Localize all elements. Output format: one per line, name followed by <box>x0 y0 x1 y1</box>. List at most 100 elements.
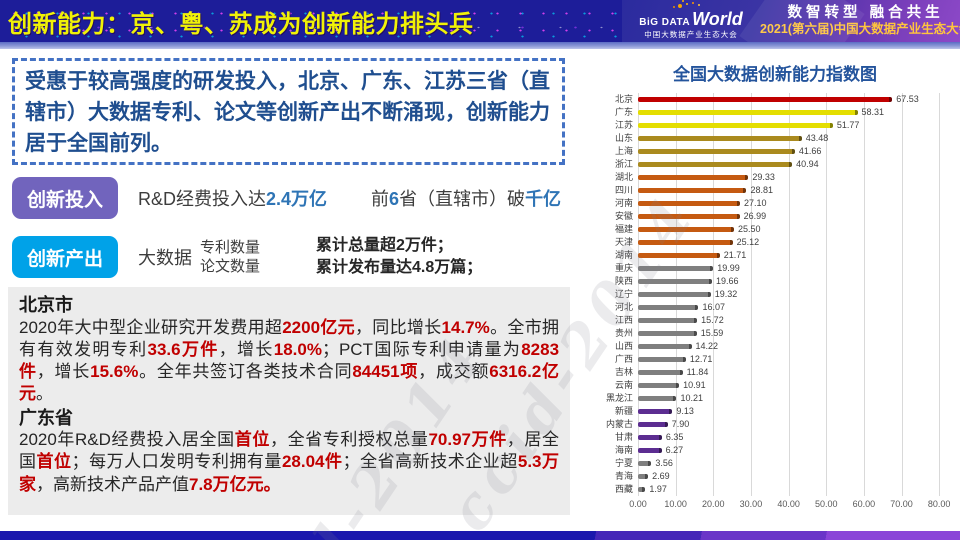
index-bar <box>638 188 747 193</box>
chart-row: 吉林 11.84 <box>615 366 958 379</box>
highlight-value: 8283件 <box>19 339 560 381</box>
output-results: 累计总量超2万件； 累计发布量达4.8万篇； <box>316 235 482 278</box>
index-value: 6.35 <box>665 432 684 442</box>
logo-subtitle: 中国大数据产业生态大会 <box>644 30 738 40</box>
province-label: 甘肃 <box>614 432 633 442</box>
chart-row: 山东 43.48 <box>615 132 958 145</box>
province-label: 上海 <box>614 146 633 156</box>
chart-row: 浙江 40.94 <box>615 158 958 171</box>
index-value: 15.72 <box>701 315 724 325</box>
province-label: 青海 <box>614 471 633 481</box>
text-segment: ，高新技术产品产值 <box>36 474 189 494</box>
province-label: 山西 <box>614 341 633 351</box>
index-value: 10.21 <box>680 393 703 403</box>
x-axis-tick: 80.00 <box>927 499 951 509</box>
x-axis-tick: 20.00 <box>702 499 725 509</box>
index-value: 2.69 <box>652 471 670 481</box>
index-value: 29.33 <box>752 172 775 182</box>
index-value: 67.53 <box>896 94 919 104</box>
province-label: 黑龙江 <box>605 393 633 403</box>
index-bar <box>638 227 734 232</box>
chart-row: 黑龙江 10.21 <box>606 392 958 405</box>
province-label: 辽宁 <box>614 289 633 299</box>
index-value: 3.56 <box>655 458 673 468</box>
output-types: 专利数量 论文数量 <box>200 238 260 277</box>
highlight-value: 14.7% <box>441 317 490 337</box>
chart-row: 北京 67.53 <box>615 93 958 106</box>
province-label: 江苏 <box>614 120 633 130</box>
chart-row: 四川 28.81 <box>615 184 958 197</box>
chart-plot-area: 北京 67.53 广东 58.31 江苏 51.77 山东 43.48 上海 41.66 浙江 40.… <box>606 93 958 496</box>
banner-text: 数智转型 融合共生 2021(第六届)中国大数据产业生态大会 <box>760 4 960 38</box>
index-bar <box>638 435 662 440</box>
chart-row: 云南 10.91 <box>615 379 958 392</box>
index-bar <box>638 149 795 154</box>
index-value: 21.71 <box>723 250 747 260</box>
province-detail-box: 北京市 2020年大中型企业研究开发费用超2200亿元，同比增长14.7%。全市… <box>8 287 570 515</box>
index-bar <box>638 383 680 388</box>
x-axis-tick: 70.00 <box>890 499 913 509</box>
province-label: 河北 <box>614 302 633 312</box>
province-label: 福建 <box>614 224 633 234</box>
index-bar <box>638 448 662 453</box>
province-label: 湖南 <box>614 250 633 260</box>
logo-text: BiG DATA World <box>632 10 750 29</box>
highlight-value: 6 <box>389 189 400 209</box>
index-value: 14.22 <box>695 341 719 351</box>
innovation-input-badge: 创新投入 <box>12 177 118 219</box>
banner-conference: 2021(第六届)中国大数据产业生态大会 <box>760 22 960 37</box>
index-bar <box>638 240 733 245</box>
chart-x-axis: 0.00 10.00 20.00 30.00 40.00 50.00 60.00 70.00 8… <box>629 499 958 513</box>
highlight-value: 70.97万件 <box>428 430 507 450</box>
highlight-value: 首位 <box>36 452 72 472</box>
chart-row: 宁夏 3.56 <box>615 457 958 470</box>
highlight-value: 84451项 <box>352 361 419 381</box>
province-label: 贵州 <box>614 328 633 338</box>
highlight-value: 18.0% <box>273 339 322 359</box>
province-label: 河南 <box>614 198 633 208</box>
index-bar <box>638 136 802 141</box>
highlight-value: 33.6万件 <box>147 339 219 359</box>
index-bar <box>638 331 697 336</box>
index-value: 6.27 <box>665 445 684 455</box>
chart-row: 河北 16.07 <box>615 301 958 314</box>
chart-row: 天津 25.12 <box>615 236 958 249</box>
province-label: 湖北 <box>614 172 633 182</box>
footer-strip <box>0 531 960 540</box>
text-segment: 。全年共签订各类技术合同 <box>138 361 353 381</box>
chart-row: 河南 27.10 <box>615 197 958 210</box>
highlight-value: 千亿 <box>525 189 562 209</box>
intro-box: 受惠于较高强度的研发投入，北京、广东、江苏三省（直辖市）大数据专利、论文等创新产… <box>12 58 565 165</box>
index-value: 51.77 <box>836 120 860 130</box>
index-bar <box>638 357 686 362</box>
chart-row: 重庆 19.99 <box>615 262 958 275</box>
index-bar <box>638 461 652 466</box>
province-label: 江西 <box>614 315 633 325</box>
innovation-index-chart: 全国大数据创新能力指数图 北京 67.53 广东 58.31 江苏 51.77 山东 43.4… <box>592 60 958 522</box>
text-segment: ；每万人口发明专利拥有量 <box>71 452 282 472</box>
x-axis-tick: 60.00 <box>852 499 876 509</box>
index-bar <box>638 487 646 492</box>
chart-row: 广东 58.31 <box>615 106 958 119</box>
text-segment: R&D经费投入达 <box>138 189 267 209</box>
province-label: 内蒙古 <box>605 419 633 429</box>
index-bar <box>638 396 677 401</box>
chart-row: 甘肃 6.35 <box>615 431 958 444</box>
index-bar <box>638 279 712 284</box>
index-value: 26.99 <box>743 211 767 221</box>
text-segment: 前 <box>371 189 390 209</box>
gridline <box>863 93 865 496</box>
text-segment: ，居全国 <box>19 430 560 472</box>
province-label: 天津 <box>614 237 633 247</box>
text-segment: ，全省专利授权总量 <box>269 430 429 450</box>
slide-title: 创新能力：京、粤、苏成为创新能力排头兵 <box>8 10 474 38</box>
highlight-value: 7.8万亿元。 <box>189 474 281 494</box>
index-bar <box>638 214 740 219</box>
highlight-value: 2.4万亿 <box>266 189 328 209</box>
guangdong-heading: 广东省 <box>19 407 73 428</box>
text-segment: ，增长 <box>36 361 91 381</box>
index-value: 7.90 <box>671 419 690 429</box>
logo-world-text: World <box>692 9 743 30</box>
conference-banner: BiG DATA World 中国大数据产业生态大会 数智转型 融合共生 2021… <box>622 0 960 42</box>
